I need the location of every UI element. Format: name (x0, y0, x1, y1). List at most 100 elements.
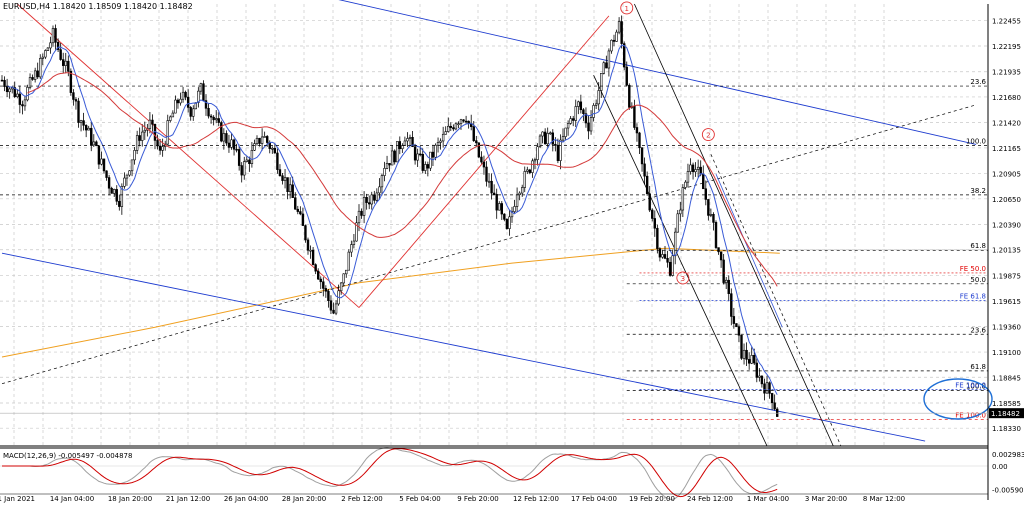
candle-body (283, 177, 287, 181)
candle-body (498, 203, 501, 211)
candle-body (115, 189, 118, 202)
y-tick-label: 1.21935 (992, 69, 1021, 77)
candle-body (566, 123, 570, 129)
candle-body (411, 137, 414, 148)
fib-level-label: 100.0 (966, 137, 986, 145)
candle-body (538, 135, 542, 147)
candle-body (90, 127, 93, 146)
fe-level-label: FE 50.0 (960, 265, 986, 273)
candle-body (454, 123, 458, 130)
candle-body (13, 87, 16, 97)
candle-body (694, 169, 697, 173)
candle-body (763, 383, 766, 394)
candle-body (633, 105, 636, 128)
candle-body (492, 192, 496, 195)
current-price-box (989, 408, 1024, 419)
x-tick-label: 18 Jan 20:00 (108, 495, 152, 503)
y-tick-label: 1.19100 (992, 349, 1021, 357)
candle-body (457, 123, 460, 126)
candle-body (255, 137, 259, 144)
candle-body (31, 77, 34, 80)
y-tick-label: 1.20650 (992, 196, 1021, 204)
candle-body (39, 58, 42, 78)
candle-body (209, 115, 213, 118)
candle-body (54, 28, 57, 43)
candle-body (556, 144, 560, 161)
candle-body (240, 165, 243, 176)
candle-body (564, 127, 567, 137)
candle-body (105, 170, 108, 178)
x-tick-label: 19 Feb 20:00 (629, 495, 675, 503)
candle-body (118, 200, 121, 207)
candle-body (367, 202, 371, 205)
candle-body (620, 21, 623, 44)
candle-body (717, 247, 720, 253)
candle-body (719, 251, 723, 261)
candle-body (571, 118, 575, 121)
candle-body (135, 135, 139, 151)
candle-body (750, 355, 753, 364)
candle-body (378, 186, 381, 194)
x-tick-label: 21 Jan 12:00 (166, 495, 210, 503)
y-tick-label: 1.22195 (992, 43, 1021, 51)
candle-body (464, 120, 468, 123)
candle-body (375, 192, 379, 201)
candle-body (113, 189, 116, 194)
x-tick-label: 24 Feb 12:00 (687, 495, 733, 503)
candle-body (543, 131, 547, 145)
candle-body (192, 108, 195, 117)
candle-body (286, 177, 289, 193)
candle-body (747, 359, 751, 364)
candle-body (74, 99, 78, 102)
candle-body (151, 119, 154, 125)
candle-body (110, 187, 113, 194)
fib-level-label: 23.6 (970, 326, 986, 334)
chart-title: EURUSD,H4 1.18420 1.18509 1.18420 1.1848… (3, 2, 193, 11)
y-tick-label: 1.19360 (992, 323, 1021, 331)
wave-mark-circle (701, 128, 715, 141)
candle-body (370, 194, 373, 205)
candle-body (82, 120, 85, 126)
x-tick-label: 2 Feb 12:00 (341, 495, 382, 503)
candle-body (84, 125, 88, 131)
y-tick-label: 1.20390 (992, 222, 1021, 230)
candle-body (584, 113, 588, 124)
candle-body (51, 28, 55, 44)
candle-body (324, 288, 328, 292)
highlight-ellipse (923, 378, 993, 420)
candle-body (472, 126, 475, 141)
fib-level-label: 23.6 (970, 78, 986, 86)
candle-body (342, 273, 345, 284)
candle-body (436, 142, 440, 146)
candle-body (250, 149, 254, 164)
candle-body (92, 141, 96, 146)
candle-body (546, 132, 549, 145)
macd-y-tick-label: 0.00 (992, 463, 1008, 471)
candle-body (44, 50, 47, 58)
candle-body (130, 159, 134, 172)
candle-body (61, 59, 65, 66)
candle-body (651, 209, 654, 219)
candle-body (398, 141, 401, 150)
y-tick-label: 1.18845 (992, 374, 1021, 382)
ma-mid-line (27, 72, 778, 287)
candle-body (605, 62, 608, 69)
candle-body (0, 79, 4, 82)
fan-line-dashed (710, 154, 842, 447)
candle-body (628, 84, 631, 108)
candle-body (72, 92, 75, 100)
candle-body (653, 218, 657, 229)
candle-body (171, 112, 175, 118)
candle-body (691, 164, 695, 173)
y-tick-label: 1.18330 (992, 425, 1021, 433)
candle-body (485, 166, 488, 182)
candle-body (707, 199, 710, 216)
candle-body (622, 43, 626, 68)
candle-body (230, 139, 233, 148)
candle-body (23, 99, 27, 107)
candle-body (408, 137, 412, 139)
y-tick-label: 1.21165 (992, 145, 1021, 153)
